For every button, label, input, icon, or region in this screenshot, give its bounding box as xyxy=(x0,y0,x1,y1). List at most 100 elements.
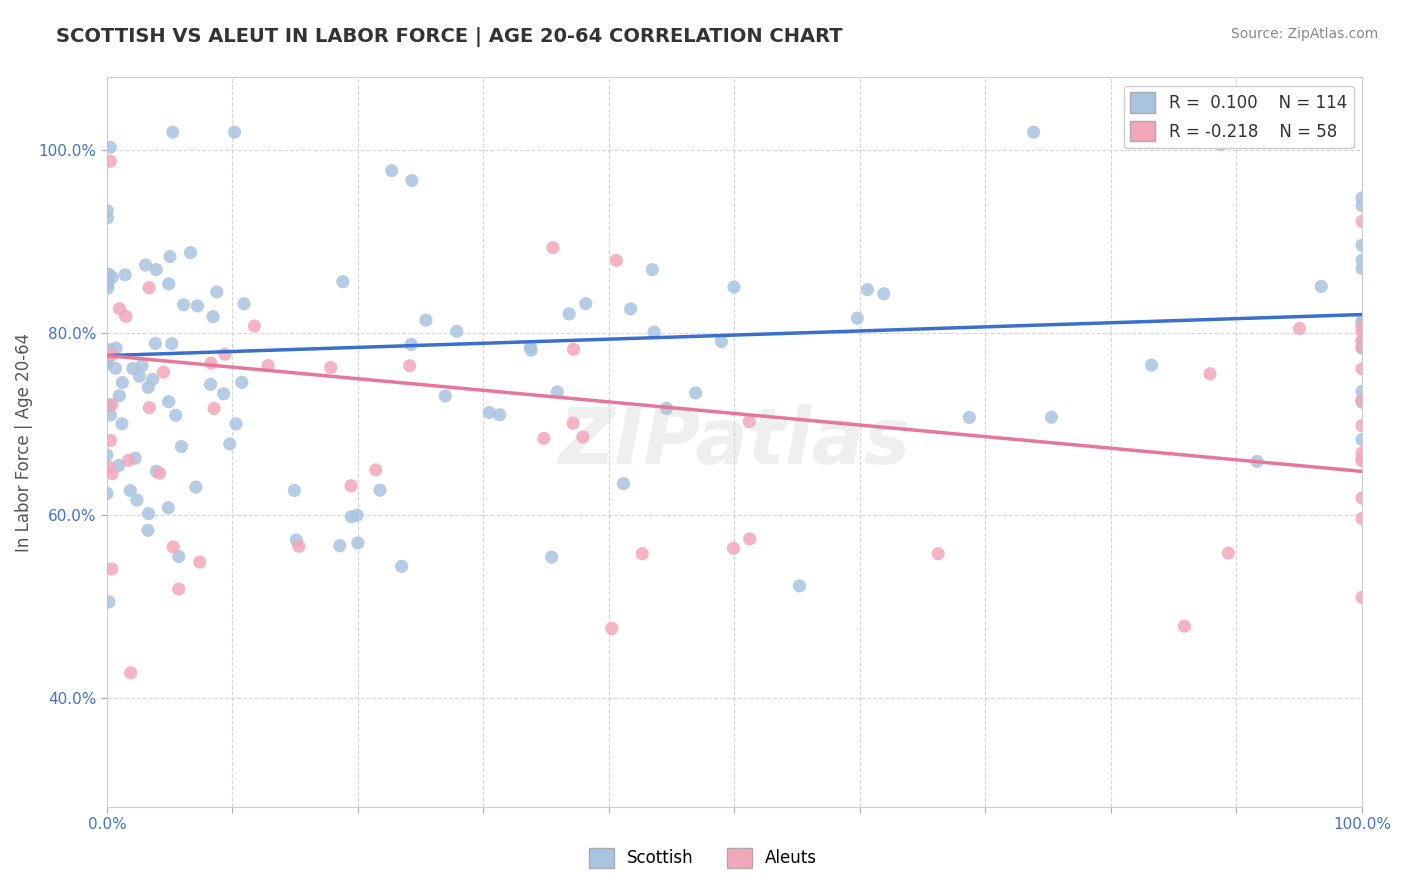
Point xyxy=(1199,367,1222,381)
Text: SCOTTISH VS ALEUT IN LABOR FORCE | AGE 20-64 CORRELATION CHART: SCOTTISH VS ALEUT IN LABOR FORCE | AGE 2… xyxy=(56,27,842,46)
Point xyxy=(98,595,121,609)
Point xyxy=(1351,384,1374,399)
Point xyxy=(97,281,120,295)
Point xyxy=(723,280,745,294)
Point xyxy=(368,483,391,498)
Point xyxy=(101,270,124,285)
Point xyxy=(1351,191,1374,205)
Point xyxy=(257,359,280,373)
Point xyxy=(1351,362,1374,376)
Point xyxy=(98,398,121,412)
Point xyxy=(162,125,184,139)
Point xyxy=(533,432,555,446)
Point xyxy=(120,665,142,680)
Point xyxy=(631,547,654,561)
Point xyxy=(641,262,664,277)
Point xyxy=(125,493,148,508)
Point xyxy=(105,341,128,355)
Point xyxy=(160,336,183,351)
Point xyxy=(1351,238,1374,252)
Point xyxy=(108,301,131,316)
Point xyxy=(202,401,225,416)
Point xyxy=(173,298,195,312)
Point xyxy=(1246,454,1268,468)
Point xyxy=(1351,261,1374,276)
Point xyxy=(100,343,122,357)
Point xyxy=(478,405,501,419)
Point xyxy=(96,398,118,412)
Point xyxy=(96,211,118,225)
Point xyxy=(97,277,120,291)
Point xyxy=(319,360,342,375)
Point xyxy=(1351,341,1374,355)
Point xyxy=(562,416,585,430)
Point xyxy=(1351,393,1374,408)
Point xyxy=(162,540,184,554)
Point xyxy=(540,550,562,565)
Point xyxy=(1351,433,1374,447)
Point xyxy=(643,325,665,339)
Point xyxy=(685,386,707,401)
Point xyxy=(1351,453,1374,467)
Point xyxy=(332,275,354,289)
Point xyxy=(391,559,413,574)
Point xyxy=(1351,319,1374,334)
Point xyxy=(347,536,370,550)
Point xyxy=(283,483,305,498)
Point xyxy=(96,203,118,218)
Point xyxy=(738,532,761,546)
Point xyxy=(1351,395,1374,409)
Point xyxy=(100,562,122,576)
Point xyxy=(136,524,159,538)
Text: Source: ZipAtlas.com: Source: ZipAtlas.com xyxy=(1230,27,1378,41)
Point xyxy=(1022,125,1045,139)
Point xyxy=(381,163,404,178)
Point xyxy=(167,582,190,596)
Point xyxy=(1173,619,1195,633)
Point xyxy=(108,389,131,403)
Point xyxy=(117,453,139,467)
Point xyxy=(1310,279,1333,293)
Point xyxy=(572,430,595,444)
Point xyxy=(340,479,363,493)
Point xyxy=(121,361,143,376)
Point xyxy=(138,507,160,521)
Point xyxy=(138,281,160,295)
Point xyxy=(605,253,627,268)
Point xyxy=(167,549,190,564)
Point xyxy=(546,384,568,399)
Point xyxy=(101,398,124,412)
Point xyxy=(1351,340,1374,354)
Point xyxy=(138,401,160,415)
Point xyxy=(856,283,879,297)
Point xyxy=(1351,199,1374,213)
Point xyxy=(152,365,174,379)
Point xyxy=(124,451,146,466)
Point xyxy=(789,579,811,593)
Point xyxy=(927,547,949,561)
Point xyxy=(202,310,225,324)
Point xyxy=(329,539,352,553)
Point xyxy=(364,463,387,477)
Point xyxy=(846,311,869,326)
Point xyxy=(96,357,118,371)
Point xyxy=(1351,316,1374,330)
Point xyxy=(214,347,236,361)
Point xyxy=(612,476,634,491)
Point xyxy=(157,277,180,291)
Point xyxy=(520,343,543,358)
Y-axis label: In Labor Force | Age 20-64: In Labor Force | Age 20-64 xyxy=(15,333,32,552)
Point xyxy=(340,509,363,524)
Point xyxy=(188,555,211,569)
Point xyxy=(1351,214,1374,228)
Point xyxy=(1140,358,1163,372)
Point xyxy=(111,417,134,431)
Point xyxy=(1351,314,1374,328)
Point xyxy=(655,401,678,416)
Point xyxy=(231,376,253,390)
Point xyxy=(96,448,118,462)
Point xyxy=(184,480,207,494)
Point xyxy=(128,369,150,384)
Point xyxy=(1218,546,1240,560)
Point xyxy=(180,245,202,260)
